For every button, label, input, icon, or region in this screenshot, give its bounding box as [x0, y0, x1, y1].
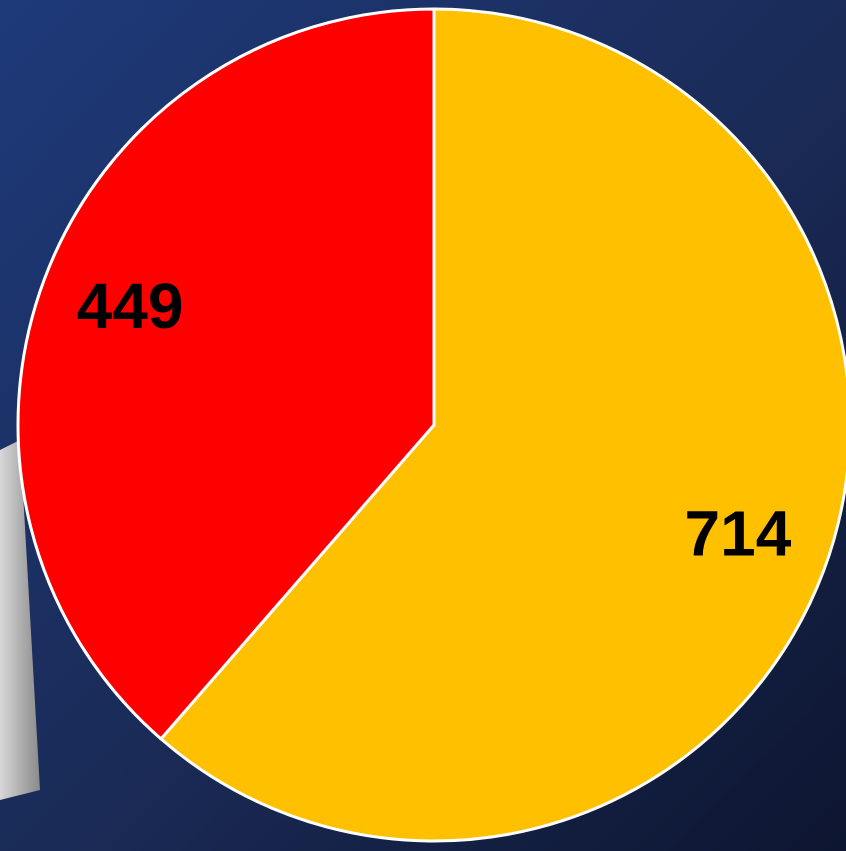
pie-slice: [158, 7, 846, 843]
data-label: 714: [685, 498, 792, 570]
pie: 714 449: [16, 7, 846, 843]
data-label: 449: [77, 270, 184, 342]
background-image: [0, 440, 40, 800]
pie-slice: [16, 7, 436, 742]
